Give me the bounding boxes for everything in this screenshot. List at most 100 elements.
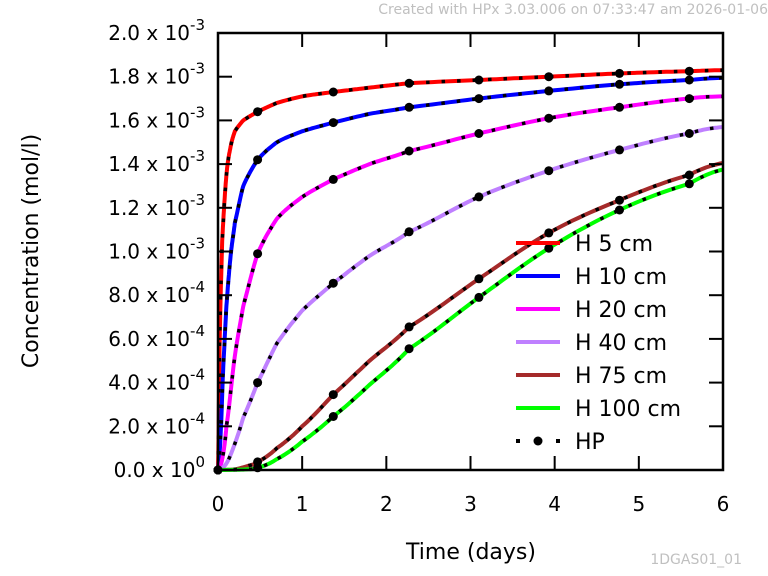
x-tick-label: 3 <box>464 492 477 516</box>
hp-marker <box>615 102 624 112</box>
hp-dotted-line <box>218 161 724 472</box>
hp-marker <box>684 66 694 76</box>
y-tick-exponent: -3 <box>190 191 205 209</box>
y-tick-mantissa: 2.0 x 10 <box>108 21 190 45</box>
x-axis-title: Time (days) <box>405 540 536 565</box>
hp-marker <box>615 79 624 89</box>
hp-marker <box>328 87 338 97</box>
hp-marker <box>328 118 338 128</box>
y-tick-exponent: 0 <box>195 453 205 471</box>
hp-marker <box>684 75 694 85</box>
y-tick-exponent: -4 <box>190 278 205 296</box>
hp-marker <box>328 412 338 421</box>
legend-dot <box>556 439 560 443</box>
hp-marker <box>328 278 338 288</box>
y-tick-mantissa: 1.6 x 10 <box>108 108 190 132</box>
hp-marker <box>474 292 484 302</box>
y-tick-exponent: -3 <box>190 147 205 165</box>
y-tick-exponent: -4 <box>190 322 205 340</box>
y-tick-exponent: -3 <box>190 16 205 34</box>
y-tick-mantissa: 4.0 x 10 <box>108 371 190 395</box>
hp-marker <box>253 249 263 259</box>
y-tick-exponent: -4 <box>190 366 205 384</box>
hp-marker <box>253 155 263 165</box>
x-tick-labels: 0 1 2 3 4 5 6 <box>212 492 730 516</box>
hp-marker <box>684 170 694 180</box>
hp-marker <box>544 166 554 176</box>
series-h-10-cm <box>213 75 724 475</box>
legend-marker <box>533 436 543 446</box>
y-tick-label: 1.4 x 10-3 <box>108 147 205 176</box>
legend-label: H 20 cm <box>575 298 667 323</box>
y-tick-label: 4.0 x 10-4 <box>108 366 205 395</box>
y-tick-mantissa: 6.0 x 10 <box>108 327 190 351</box>
x-tick-label: 1 <box>296 492 309 516</box>
y-tick-label: 1.8 x 10-3 <box>108 60 205 89</box>
y-tick-mantissa: 8.0 x 10 <box>108 283 190 307</box>
hp-marker <box>615 68 624 78</box>
hp-marker <box>684 179 694 189</box>
hp-marker <box>544 113 554 123</box>
legend-item: H 40 cm <box>516 331 667 356</box>
x-tick-label: 6 <box>717 492 730 516</box>
y-tick-label: 1.0 x 10-3 <box>108 235 205 264</box>
y-tick-label: 0.0 x 100 <box>114 453 205 482</box>
hp-marker <box>615 195 624 205</box>
plot-frame <box>216 31 725 472</box>
series-h-20-cm <box>213 94 723 475</box>
hp-marker <box>544 72 554 82</box>
y-tick-label: 2.0 x 10-4 <box>108 409 205 438</box>
figure-id: 1DGAS01_01 <box>650 552 742 568</box>
legend-label: HP <box>575 430 605 455</box>
hp-dotted-line <box>216 94 723 472</box>
y-tick-label: 8.0 x 10-4 <box>108 278 205 307</box>
legend-label: H 75 cm <box>575 364 667 389</box>
hp-marker <box>404 322 414 332</box>
y-tick-mantissa: 1.2 x 10 <box>108 196 190 220</box>
hp-marker <box>615 205 624 215</box>
y-tick-label: 2.0 x 10-3 <box>108 16 205 45</box>
y-tick-label: 6.0 x 10-4 <box>108 322 205 351</box>
hp-marker <box>404 102 414 112</box>
hp-marker <box>615 145 624 155</box>
hp-marker <box>404 227 414 237</box>
credit-text: Created with HPx 3.03.006 on 07:33:47 am… <box>378 2 768 18</box>
y-tick-mantissa: 1.0 x 10 <box>108 240 190 264</box>
legend-item: H 10 cm <box>516 265 667 290</box>
legend-item: H 75 cm <box>516 364 667 389</box>
hp-marker <box>253 107 263 117</box>
y-tick-exponent: -3 <box>190 60 205 78</box>
x-tick-label: 4 <box>548 492 561 516</box>
y-tick-mantissa: 0.0 x 10 <box>114 458 196 482</box>
hp-marker <box>404 146 414 156</box>
hp-marker <box>474 192 484 202</box>
legend-item: H 5 cm <box>516 232 653 257</box>
y-tick-mantissa: 1.4 x 10 <box>108 152 190 176</box>
legend-label: H 10 cm <box>575 265 667 290</box>
y-tick-exponent: -4 <box>190 409 205 427</box>
x-tick-label: 5 <box>632 492 645 516</box>
series-h-5-cm <box>213 66 724 475</box>
hp-marker <box>684 94 694 104</box>
x-tick-label: 2 <box>380 492 393 516</box>
hp-marker <box>404 344 414 354</box>
y-tick-label: 1.6 x 10-3 <box>108 103 205 132</box>
hp-marker <box>544 243 554 253</box>
legend-item-hp: HP <box>516 430 605 455</box>
legend-item: H 20 cm <box>516 298 667 323</box>
y-tick-exponent: -3 <box>190 103 205 121</box>
hp-marker <box>544 86 554 96</box>
hp-marker <box>474 94 484 104</box>
legend: H 5 cm H 10 cm H 20 cm H 40 cm H 75 cm H 100 … <box>516 232 681 455</box>
hp-marker <box>684 129 694 138</box>
legend-item: H 100 cm <box>516 397 681 422</box>
legend-label: H 40 cm <box>575 331 667 356</box>
hp-dotted-line <box>216 68 724 471</box>
y-tick-mantissa: 2.0 x 10 <box>108 414 190 438</box>
hp-marker <box>544 228 554 238</box>
series-line <box>216 75 724 471</box>
legend-label: H 100 cm <box>575 397 681 422</box>
legend-label: H 5 cm <box>575 232 653 257</box>
